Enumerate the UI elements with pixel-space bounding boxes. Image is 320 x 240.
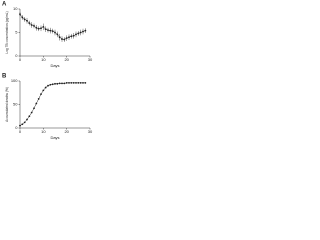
point [61, 82, 63, 85]
point [63, 82, 66, 85]
point [21, 123, 24, 126]
point [54, 31, 56, 34]
x-tick-label: 10 [41, 129, 46, 134]
point [23, 121, 26, 124]
x-tick-label: 30 [88, 129, 93, 134]
y-tick-label: 10 [13, 6, 18, 11]
y-tick-label: 50 [13, 102, 18, 107]
point [35, 26, 38, 29]
point [47, 29, 49, 32]
point [58, 82, 61, 85]
x-tick-label: 30 [88, 57, 93, 62]
point [40, 93, 42, 96]
point [42, 89, 45, 92]
point [77, 81, 80, 84]
y-tick-label: 100 [11, 78, 18, 83]
point [35, 102, 38, 105]
point [37, 27, 40, 30]
point [68, 36, 70, 39]
line [19, 82, 86, 126]
point [84, 81, 87, 84]
x-tick-label: 0 [19, 57, 22, 62]
point [19, 124, 21, 127]
y-tick-label: 0 [15, 125, 18, 130]
x-tick-label: 10 [41, 57, 46, 62]
point [56, 82, 59, 85]
point [61, 38, 63, 40]
point [33, 107, 35, 110]
x-axis-title: Days [50, 135, 59, 140]
y-tick-label: 5 [15, 30, 18, 35]
x-tick-label: 0 [19, 129, 22, 134]
point [47, 84, 49, 87]
point [63, 38, 66, 41]
point [56, 33, 59, 36]
point [37, 97, 40, 100]
point [54, 82, 56, 85]
point [75, 33, 77, 36]
point [44, 28, 47, 31]
point [77, 32, 80, 35]
point [21, 16, 24, 19]
point [65, 81, 68, 84]
point [72, 81, 75, 84]
point [79, 81, 82, 84]
x-tick-label: 20 [64, 57, 69, 62]
point [49, 83, 52, 86]
point [70, 81, 73, 84]
y-tick-label: 0 [15, 53, 18, 58]
point [26, 118, 28, 121]
point [75, 81, 77, 84]
point [84, 29, 87, 32]
point [82, 30, 84, 33]
point [65, 37, 68, 40]
y-axis-title: Log TB concentration (pg/mL) [5, 11, 9, 53]
point [19, 13, 21, 16]
point [82, 81, 84, 84]
point [44, 86, 47, 89]
x-axis-title: Days [50, 63, 59, 68]
line [19, 14, 86, 40]
point [40, 27, 42, 30]
y-axis-title: Accumulated deaths (%) [5, 87, 9, 122]
point [42, 25, 45, 28]
point [30, 24, 33, 26]
x-tick-label: 20 [64, 129, 69, 134]
point [51, 83, 54, 86]
point [51, 30, 54, 32]
point [23, 18, 26, 21]
point [49, 29, 52, 32]
point [28, 115, 31, 118]
point [58, 36, 61, 39]
point [70, 35, 73, 38]
point [28, 22, 31, 24]
point [30, 111, 33, 114]
panel-label: B [2, 74, 7, 80]
point [72, 34, 75, 37]
point [33, 25, 35, 27]
panel-label: A [2, 2, 7, 8]
point [26, 19, 28, 22]
point [68, 81, 70, 84]
point [79, 31, 82, 34]
